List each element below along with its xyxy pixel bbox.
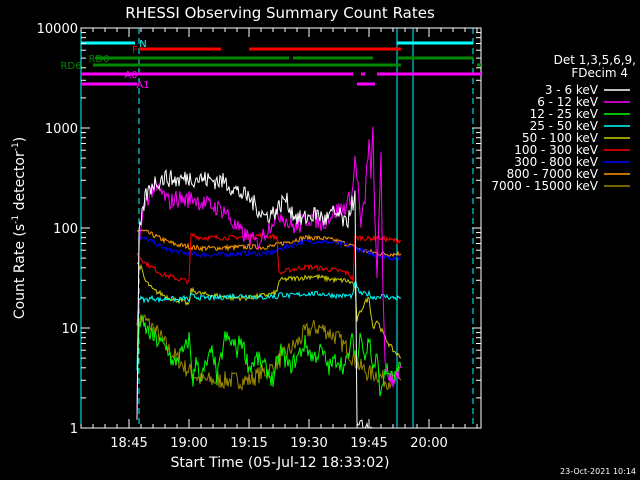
legend-label: 12 - 25 keV [530,107,599,121]
y-tick-label: 100 [53,222,78,237]
x-axis-ticks: 18:45 19:00 19:15 19:30 19:45 20:00 [80,28,478,451]
x-tick-label: 20:00 [410,436,447,451]
legend-label: 3 - 6 keV [545,83,599,97]
y-axis-label-part: detector [12,151,28,215]
x-tick-label: 19:00 [170,436,207,451]
y-tick-label: 10 [61,322,78,337]
legend-header-line: Det 1,3,5,6,9, [554,53,636,67]
flag-label-rd0: RD0 [88,54,109,65]
x-tick-label: 18:45 [110,436,147,451]
x-tick-label: 19:30 [290,436,327,451]
series-line-5 [136,231,402,285]
legend-label: 300 - 800 keV [514,155,598,169]
y-axis-label-sup: -1 [11,215,21,224]
series-line-7 [136,229,402,258]
flag-label-rd6: RD6 [60,61,81,72]
legend-label: 100 - 300 keV [514,143,598,157]
series-line-8 [136,309,402,391]
flag-label-a0: A0 [124,70,137,81]
legend-label: 50 - 100 keV [522,131,599,145]
legend-label: 800 - 7000 keV [507,167,599,181]
flag-label-a1: A1 [136,80,149,91]
y-tick-label: 1 [70,422,78,437]
series-lines [136,126,402,429]
y-tick-label: 10000 [37,22,78,37]
legend-label: 6 - 12 keV [537,95,599,109]
legend-label: 25 - 50 keV [530,119,599,133]
flag-label-n: N [139,39,146,50]
series-line-4 [136,262,402,359]
series-line-3 [136,281,402,371]
y-axis-label-part: Count Rate (s [12,224,28,319]
x-axis-label: Start Time (05-Jul-12 18:33:02) [170,455,389,471]
y-axis-label: Count Rate (s-1 detector-1) [11,137,28,319]
series-line-6 [136,236,402,262]
series-line-1 [136,126,402,412]
y-axis-ticks: 1 10 100 1000 10000 [37,22,481,437]
y-axis-label-part: ) [12,137,28,142]
legend-label: 7000 - 15000 keV [491,179,598,193]
flag-label-f: F [132,45,138,56]
legend-header-line: FDecim 4 [571,66,628,80]
x-tick-label: 19:15 [230,436,267,451]
footer-date: 23-Oct-2021 10:14 [560,467,636,476]
y-tick-label: 1000 [45,122,78,137]
y-axis-label-sup: -1 [11,142,21,151]
chart-title: RHESSI Observing Summary Count Rates [125,4,435,22]
x-tick-label: 19:45 [350,436,387,451]
series-line-0 [136,168,373,429]
